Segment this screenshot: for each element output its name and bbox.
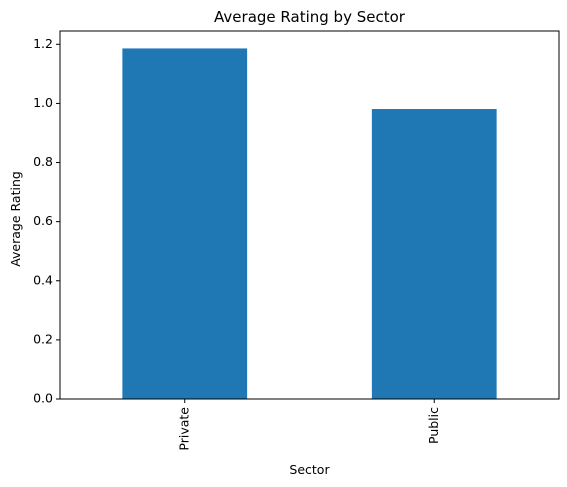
plot-frame [59, 30, 560, 400]
y-axis-label: Average Rating [8, 171, 23, 267]
x-tick-label: Public [426, 407, 441, 444]
y-tick-label: 0.8 [33, 154, 53, 169]
y-tick-label: 0.2 [33, 331, 53, 346]
y-tick-label: 1.0 [33, 95, 53, 110]
y-axis: 0.0 0.2 0.4 0.6 0.8 1.0 1.2 [33, 36, 60, 406]
bar-public [371, 109, 497, 399]
y-tick-label: 1.2 [33, 36, 53, 51]
bars-group [122, 48, 497, 399]
x-axis: Private Public [176, 399, 441, 451]
y-tick-label: 0.4 [33, 272, 53, 287]
chart-title: Average Rating by Sector [214, 8, 406, 26]
y-tick-label: 0.6 [33, 213, 53, 228]
x-axis-label: Sector [289, 462, 330, 477]
y-tick-label: 0.0 [33, 391, 53, 406]
bar-private [122, 48, 248, 399]
x-tick-label: Private [176, 407, 191, 451]
